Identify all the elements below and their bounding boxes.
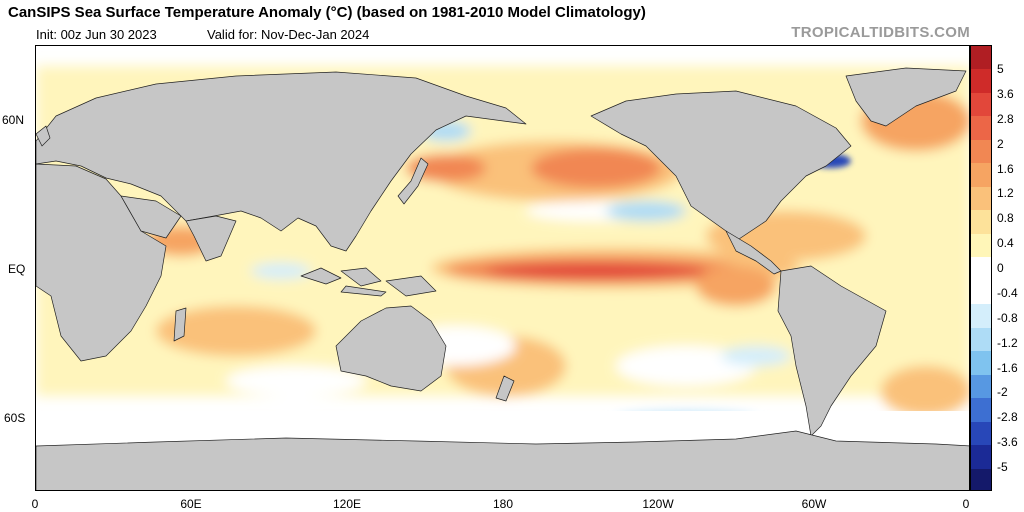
colorbar-segment <box>971 139 991 164</box>
colorbar-label: -1.6 <box>997 360 1018 375</box>
colorbar-segment <box>971 304 991 329</box>
colorbar-label: 5 <box>997 62 1004 76</box>
map-title: CanSIPS Sea Surface Temperature Anomaly … <box>8 4 646 21</box>
y-tick-eq: EQ <box>8 262 26 276</box>
colorbar-label: 0.4 <box>997 236 1014 251</box>
init-label: Init: 00z Jun 30 2023 <box>36 27 157 42</box>
colorbar-label: 3.6 <box>997 86 1014 101</box>
colorbar-segment <box>971 421 991 446</box>
colorbar-segment <box>971 468 991 490</box>
x-tick-0: 0 <box>31 497 39 511</box>
y-tick-60s: 60S <box>4 411 26 425</box>
colorbar-segment <box>971 69 991 94</box>
colorbar-segment <box>971 233 991 258</box>
land-masses <box>36 67 969 490</box>
colorbar-label: -5 <box>997 460 1008 474</box>
x-tick-120e: 120E <box>332 497 362 511</box>
colorbar-label: -0.4 <box>997 285 1018 300</box>
colorbar-segment <box>971 280 991 305</box>
colorbar-segment <box>971 257 991 282</box>
colorbar-segment <box>971 445 991 470</box>
colorbar-segment <box>971 46 991 70</box>
y-tick-60n: 60N <box>2 113 25 127</box>
colorbar-label: -3.6 <box>997 435 1018 450</box>
colorbar-segment <box>971 398 991 423</box>
x-tick-60w: 60W <box>801 497 827 511</box>
colorbar <box>970 45 992 491</box>
map-canvas <box>36 66 969 490</box>
colorbar-segment <box>971 351 991 376</box>
valid-label: Valid for: Nov-Dec-Jan 2024 <box>207 27 370 42</box>
colorbar-label: -2 <box>997 385 1008 400</box>
colorbar-label: 2.8 <box>997 111 1014 126</box>
colorbar-segment <box>971 116 991 141</box>
colorbar-label: 1.2 <box>997 186 1014 201</box>
x-tick-0-right: 0 <box>962 497 970 511</box>
colorbar-label: 0 <box>997 261 1004 275</box>
colorbar-segment <box>971 374 991 399</box>
sst-anomaly-map <box>35 45 970 491</box>
colorbar-segment <box>971 186 991 211</box>
colorbar-segment <box>971 92 991 117</box>
x-tick-180: 180 <box>492 497 514 511</box>
brand-watermark: TROPICALTIDBITS.COM <box>791 24 970 41</box>
colorbar-label: 0.8 <box>997 211 1014 226</box>
colorbar-segment <box>971 163 991 188</box>
colorbar-label: 2 <box>997 136 1004 151</box>
x-tick-60e: 60E <box>180 497 202 511</box>
colorbar-segment <box>971 327 991 352</box>
colorbar-label: -1.2 <box>997 335 1018 350</box>
x-tick-120w: 120W <box>642 497 674 511</box>
colorbar-label: -0.8 <box>997 310 1018 325</box>
colorbar-segment <box>971 210 991 235</box>
colorbar-label: -2.8 <box>997 410 1018 425</box>
colorbar-label: 1.6 <box>997 161 1014 176</box>
